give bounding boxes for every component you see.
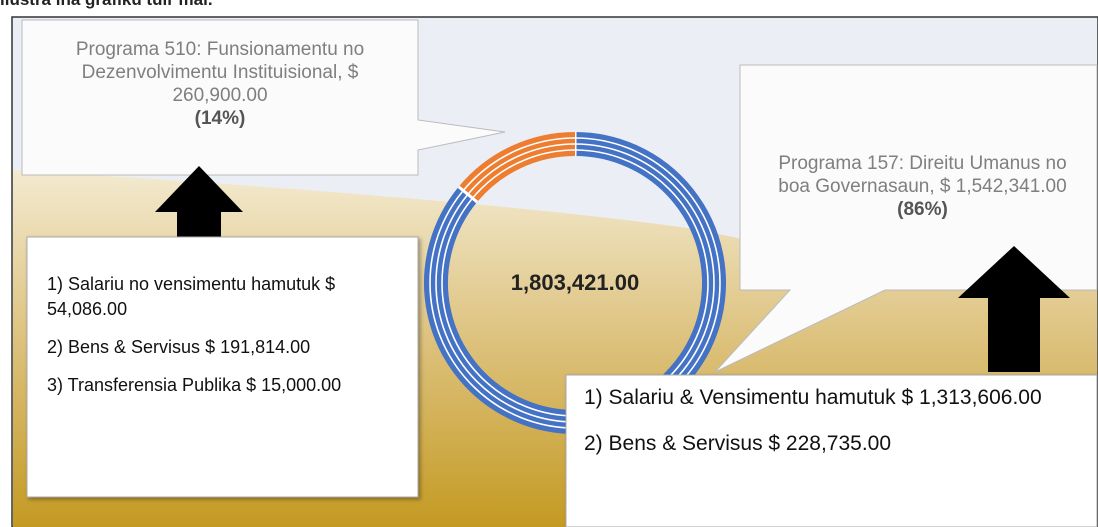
detail-item: 1) Salariu no vensimentu hamutuk $ 54,08…	[47, 274, 336, 319]
detail-item: 3) Transferensia Publika $ 15,000.00	[47, 375, 342, 395]
callout-box	[21, 19, 506, 176]
detail-item: 2) Bens & Servisus $ 191,814.00	[47, 337, 311, 357]
value-label: (14%)	[194, 108, 246, 129]
caption: ilustra iha grafiku tuir mai.	[0, 0, 213, 10]
value-label: (86%)	[897, 199, 948, 220]
arrow	[958, 246, 1070, 372]
callout-box	[714, 64, 1098, 373]
detail-item: 2) Bens & Servisus $ 228,735.00	[584, 432, 892, 455]
detail-item: 1) Salariu & Vensimentu hamutuk $ 1,313,…	[584, 386, 1042, 409]
detail-box	[26, 236, 419, 498]
detail-list: 1) Salariu no vensimentu hamutuk $ 54,08…	[47, 272, 397, 411]
arrow	[155, 166, 243, 240]
callout: Programa 157: Direitu Umanus no boa Gove…	[760, 152, 1085, 221]
callout: Programa 510: Funsionamentu no Dezenvolv…	[40, 38, 400, 130]
detail-box	[565, 374, 1098, 527]
detail-list: 1) Salariu & Vensimentu hamutuk $ 1,313,…	[584, 383, 1084, 475]
center-label: 1,803,421.00	[510, 270, 640, 295]
callout-text: Programa 157: Direitu Umanus no boa Gove…	[778, 153, 1067, 197]
callout-text: Programa 510: Funsionamentu no Dezenvolv…	[75, 39, 365, 106]
